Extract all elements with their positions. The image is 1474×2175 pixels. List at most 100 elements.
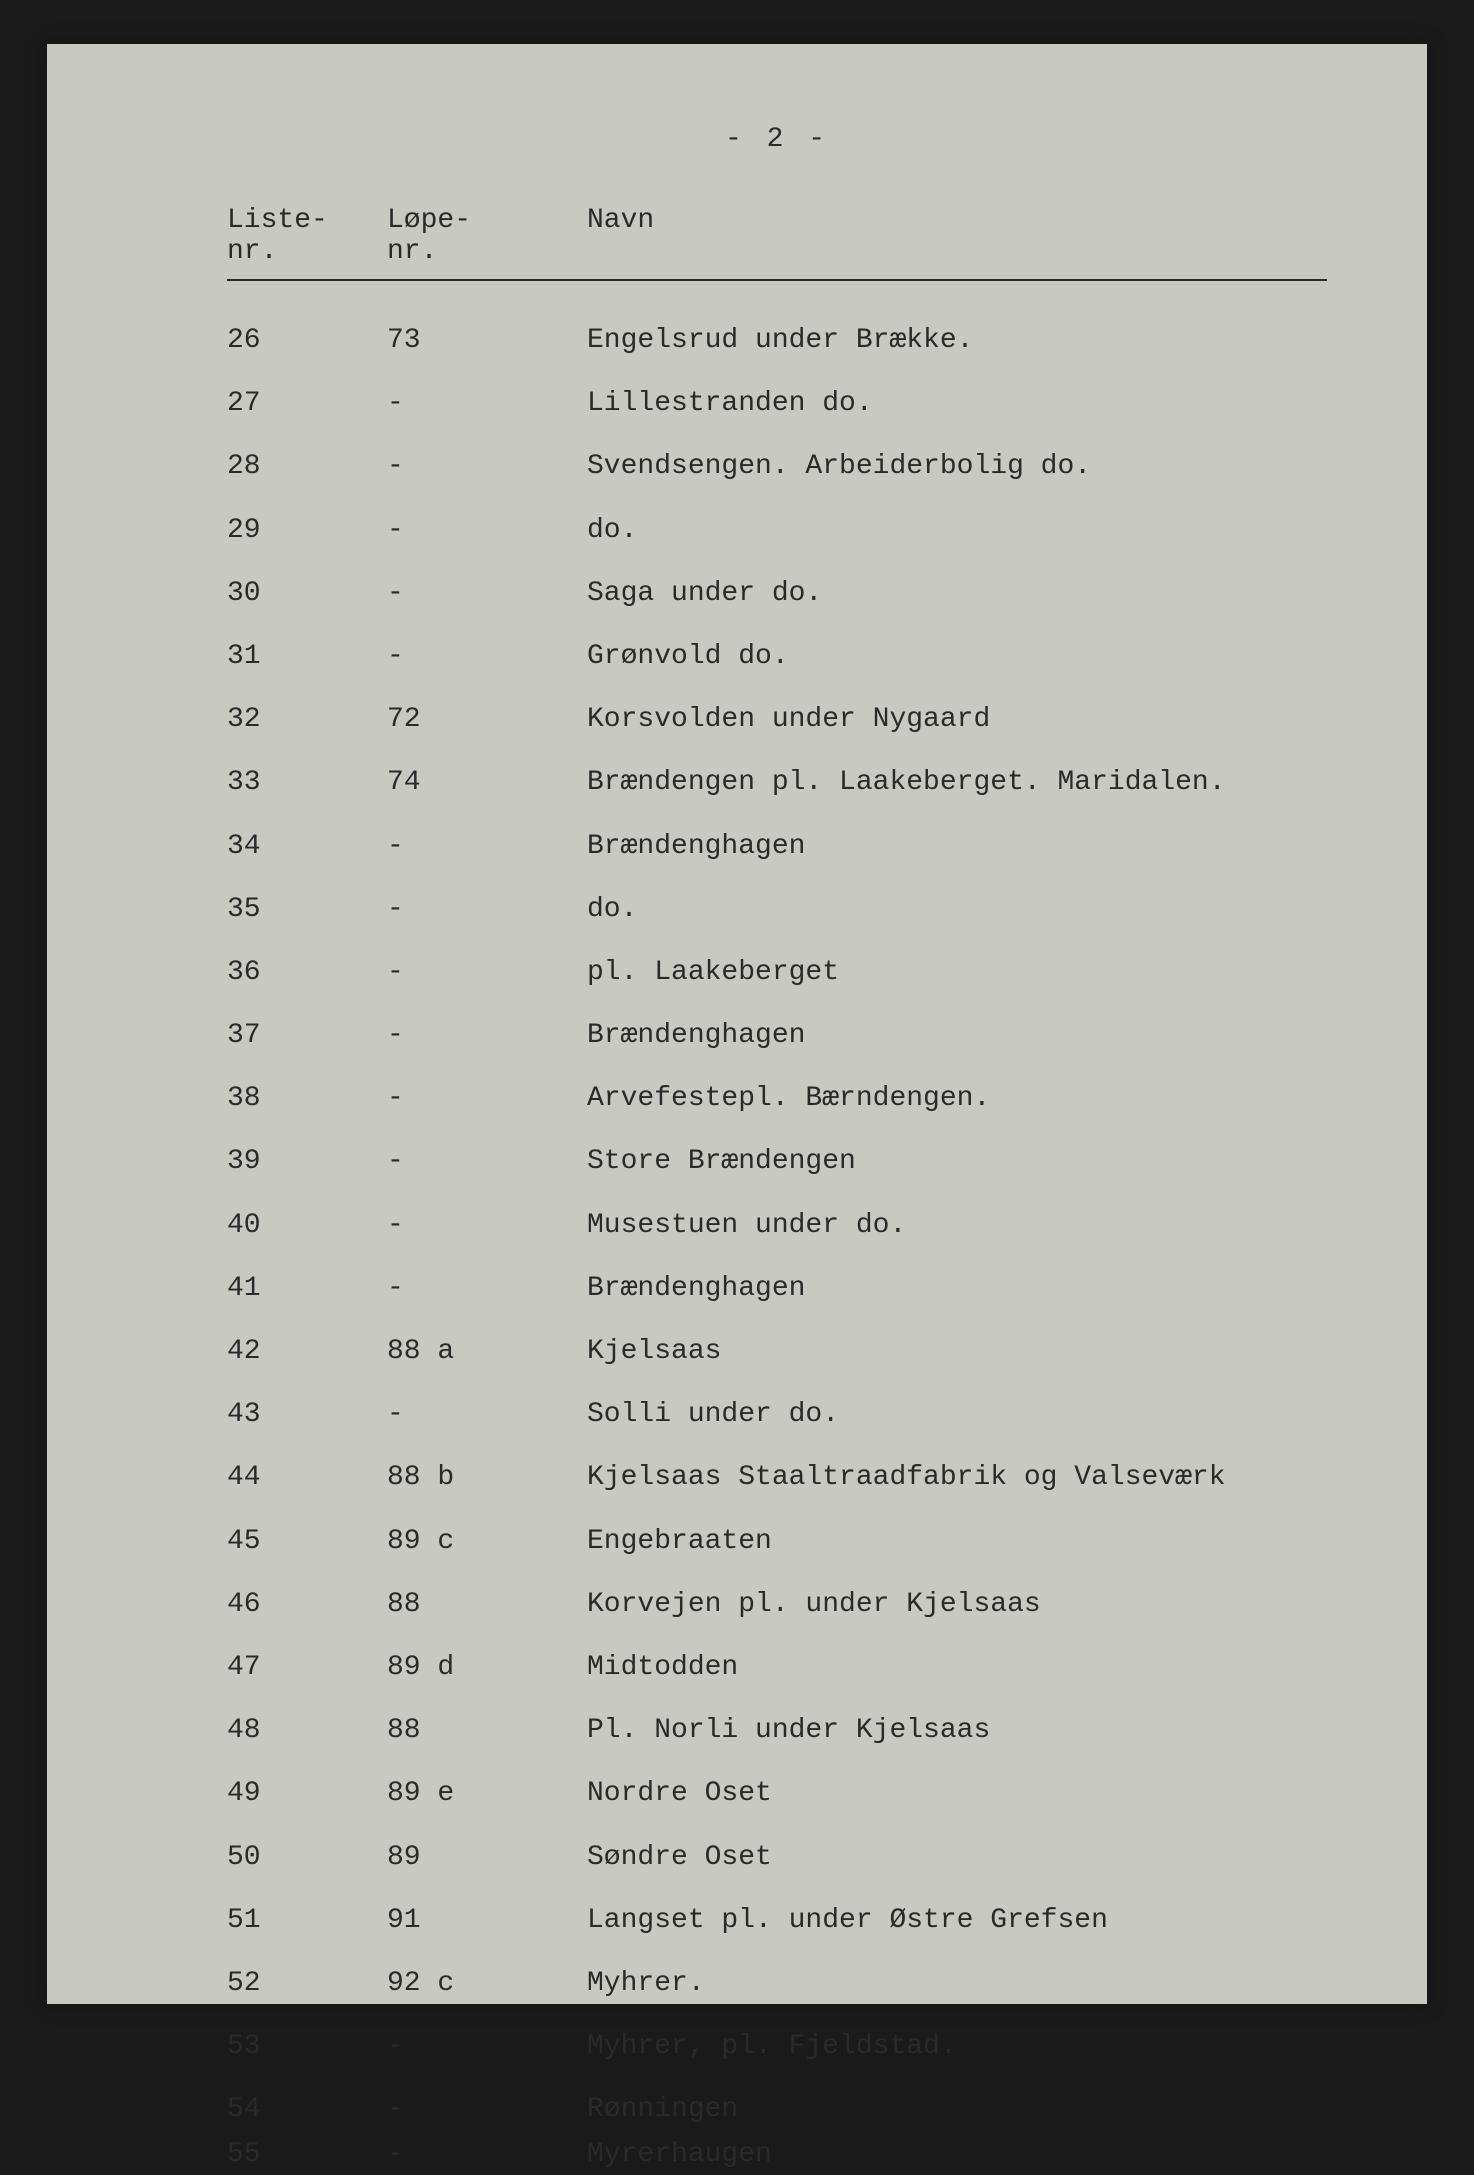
cell-navn: Brændenghagen: [587, 827, 1327, 866]
cell-navn: Kjelsaas Staaltraadfabrik og Valseværk: [587, 1458, 1327, 1497]
table-row: 55-Myrerhaugen: [227, 2135, 1327, 2174]
cell-liste: 37: [227, 1016, 387, 1055]
cell-navn: Korsvolden under Nygaard: [587, 700, 1327, 739]
cell-liste: 35: [227, 890, 387, 929]
cell-lope: -: [387, 827, 587, 866]
cell-liste: 27: [227, 384, 387, 423]
table-row: 37-Brændenghagen: [227, 1016, 1327, 1055]
document-page: - 2 - Liste- nr. Løpe- nr. Navn 2673Enge…: [47, 44, 1427, 2004]
table-row: 3374Brændengen pl. Laakeberget. Maridale…: [227, 763, 1327, 802]
cell-liste: 46: [227, 1585, 387, 1624]
table-row: 41-Brændenghagen: [227, 1269, 1327, 1308]
header-navn: Navn: [587, 205, 1327, 267]
cell-liste: 49: [227, 1774, 387, 1813]
cell-navn: Musestuen under do.: [587, 1206, 1327, 1245]
cell-liste: 30: [227, 574, 387, 613]
cell-liste: 41: [227, 1269, 387, 1308]
cell-liste: 55: [227, 2135, 387, 2174]
cell-navn: Brændengen pl. Laakeberget. Maridalen.: [587, 763, 1327, 802]
cell-navn: Rønningen: [587, 2090, 1327, 2129]
cell-lope: -: [387, 384, 587, 423]
cell-lope: 72: [387, 700, 587, 739]
cell-navn: do.: [587, 511, 1327, 550]
cell-liste: 47: [227, 1648, 387, 1687]
cell-lope: -: [387, 1395, 587, 1434]
table-row: 5089Søndre Oset: [227, 1838, 1327, 1877]
cell-navn: Langset pl. under Østre Grefsen: [587, 1901, 1327, 1940]
cell-liste: 44: [227, 1458, 387, 1497]
cell-lope: -: [387, 1269, 587, 1308]
cell-navn: Myhrer.: [587, 1964, 1327, 2003]
cell-navn: Engebraaten: [587, 1522, 1327, 1561]
table-row: 40-Musestuen under do.: [227, 1206, 1327, 1245]
cell-liste: 34: [227, 827, 387, 866]
cell-lope: 89 c: [387, 1522, 587, 1561]
table-row: 27-Lillestranden do.: [227, 384, 1327, 423]
table-row: 36-pl. Laakeberget: [227, 953, 1327, 992]
cell-lope: -: [387, 1142, 587, 1181]
cell-liste: 45: [227, 1522, 387, 1561]
table-row: 4488 bKjelsaas Staaltraadfabrik og Valse…: [227, 1458, 1327, 1497]
header-divider: [227, 279, 1327, 281]
cell-liste: 29: [227, 511, 387, 550]
cell-navn: Arvefestepl. Bærndengen.: [587, 1079, 1327, 1118]
cell-liste: 53: [227, 2027, 387, 2066]
table-row: 4989 eNordre Oset: [227, 1774, 1327, 1813]
cell-navn: Søndre Oset: [587, 1838, 1327, 1877]
cell-lope: -: [387, 890, 587, 929]
table-row: 28-Svendsengen. Arbeiderbolig do.: [227, 447, 1327, 486]
cell-lope: 91: [387, 1901, 587, 1940]
cell-lope: 73: [387, 321, 587, 360]
cell-liste: 38: [227, 1079, 387, 1118]
cell-lope: -: [387, 1016, 587, 1055]
cell-liste: 32: [227, 700, 387, 739]
cell-navn: Grønvold do.: [587, 637, 1327, 676]
cell-navn: do.: [587, 890, 1327, 929]
header-lope: Løpe- nr.: [387, 205, 587, 267]
cell-liste: 43: [227, 1395, 387, 1434]
cell-navn: Brændenghagen: [587, 1269, 1327, 1308]
cell-lope: 88 a: [387, 1332, 587, 1371]
cell-liste: 33: [227, 763, 387, 802]
table-row: 4688Korvejen pl. under Kjelsaas: [227, 1585, 1327, 1624]
cell-lope: -: [387, 447, 587, 486]
table-row: 4789 dMidtodden: [227, 1648, 1327, 1687]
cell-lope: -: [387, 2027, 587, 2066]
table-row: 3272Korsvolden under Nygaard: [227, 700, 1327, 739]
cell-lope: -: [387, 511, 587, 550]
cell-lope: -: [387, 637, 587, 676]
cell-lope: 74: [387, 763, 587, 802]
table-row: 31-Grønvold do.: [227, 637, 1327, 676]
cell-lope: -: [387, 1206, 587, 1245]
cell-navn: Engelsrud under Brække.: [587, 321, 1327, 360]
cell-lope: 89: [387, 1838, 587, 1877]
cell-navn: Svendsengen. Arbeiderbolig do.: [587, 447, 1327, 486]
cell-liste: 52: [227, 1964, 387, 2003]
cell-navn: Korvejen pl. under Kjelsaas: [587, 1585, 1327, 1624]
cell-lope: 88: [387, 1711, 587, 1750]
table-row: 5292 cMyhrer.: [227, 1964, 1327, 2003]
cell-liste: 42: [227, 1332, 387, 1371]
cell-lope: -: [387, 2090, 587, 2129]
cell-lope: 88: [387, 1585, 587, 1624]
cell-liste: 54: [227, 2090, 387, 2129]
table-header: Liste- nr. Løpe- nr. Navn: [227, 205, 1327, 267]
cell-liste: 31: [227, 637, 387, 676]
cell-liste: 28: [227, 447, 387, 486]
cell-navn: Nordre Oset: [587, 1774, 1327, 1813]
table-row: 35-do.: [227, 890, 1327, 929]
cell-liste: 36: [227, 953, 387, 992]
table-row: 54-Rønningen: [227, 2090, 1327, 2129]
page-number: - 2 -: [227, 124, 1327, 155]
header-liste: Liste- nr.: [227, 205, 387, 267]
cell-navn: Lillestranden do.: [587, 384, 1327, 423]
cell-navn: Kjelsaas: [587, 1332, 1327, 1371]
cell-navn: Brændenghagen: [587, 1016, 1327, 1055]
cell-navn: Pl. Norli under Kjelsaas: [587, 1711, 1327, 1750]
cell-lope: -: [387, 574, 587, 613]
cell-navn: pl. Laakeberget: [587, 953, 1327, 992]
cell-navn: Saga under do.: [587, 574, 1327, 613]
table-row: 5191Langset pl. under Østre Grefsen: [227, 1901, 1327, 1940]
cell-navn: Myhrer, pl. Fjeldstad.: [587, 2027, 1327, 2066]
table-row: 30-Saga under do.: [227, 574, 1327, 613]
